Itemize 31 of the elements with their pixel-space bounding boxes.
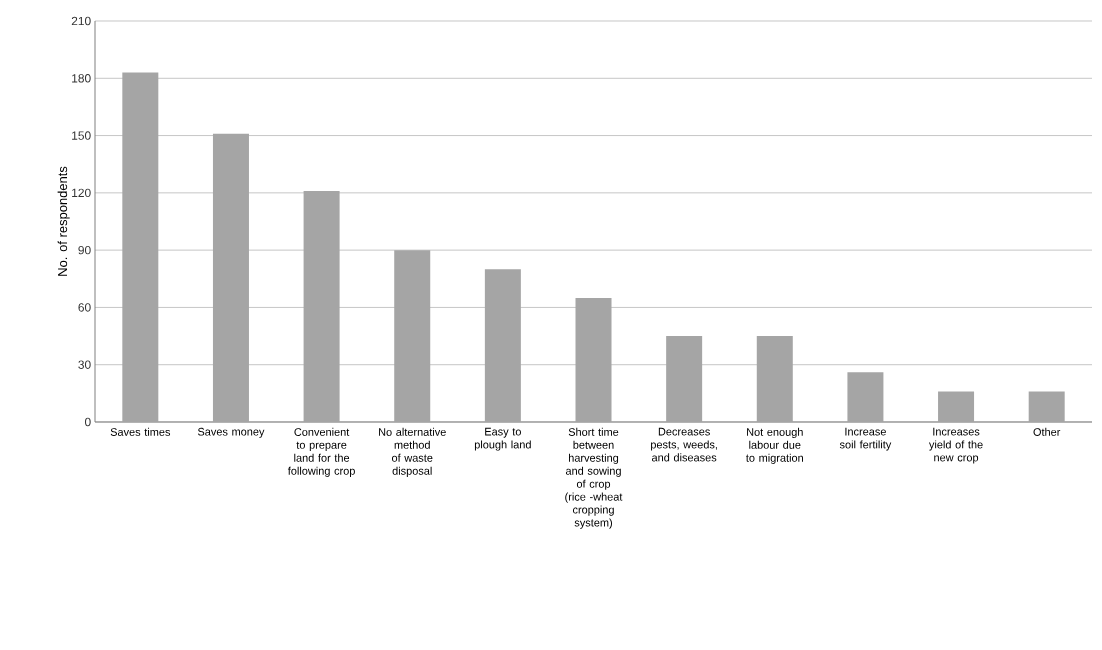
y-tick-label: 150 <box>72 131 91 140</box>
bar <box>122 72 159 422</box>
x-tick-label: Saves times <box>110 427 171 436</box>
bar <box>484 269 521 422</box>
bar <box>1028 391 1065 422</box>
y-tick-label: 210 <box>71 16 91 26</box>
x-tick-label: Increases yield of the new crop <box>928 427 983 464</box>
y-tick-label: 180 <box>72 74 91 83</box>
y-axis-title: No. of respondents <box>57 166 70 276</box>
x-tick-label: Decreases pests, weeds, and diseases <box>651 427 717 462</box>
y-tick-label: 30 <box>78 360 91 369</box>
x-tick-label: Not enough labour due to migration <box>746 427 803 464</box>
bar <box>303 190 340 422</box>
x-tick-label: Short time between harvesting and sowing of crop (rice -wheat cropping system) <box>565 427 623 529</box>
x-tick-label: Other <box>1033 427 1061 436</box>
x-tick-label: Convenient to prepare land for the following crop <box>287 427 355 477</box>
y-tick-label: 60 <box>78 303 91 312</box>
x-tick-label: Easy to plough land <box>474 427 531 451</box>
bar <box>575 297 612 422</box>
x-tick-label: Saves money <box>197 427 265 438</box>
x-tick-label: No alternative method of waste disposal <box>379 427 446 477</box>
bar <box>394 250 431 422</box>
x-tick-label: Increase soil fertility <box>839 427 892 451</box>
y-tick-label: 0 <box>84 417 91 427</box>
bar <box>938 391 975 422</box>
bar <box>756 336 793 422</box>
bar <box>212 133 249 422</box>
bar <box>847 372 884 422</box>
y-tick-label: 90 <box>78 245 91 255</box>
y-tick-label: 120 <box>72 188 91 198</box>
bar <box>666 336 703 422</box>
